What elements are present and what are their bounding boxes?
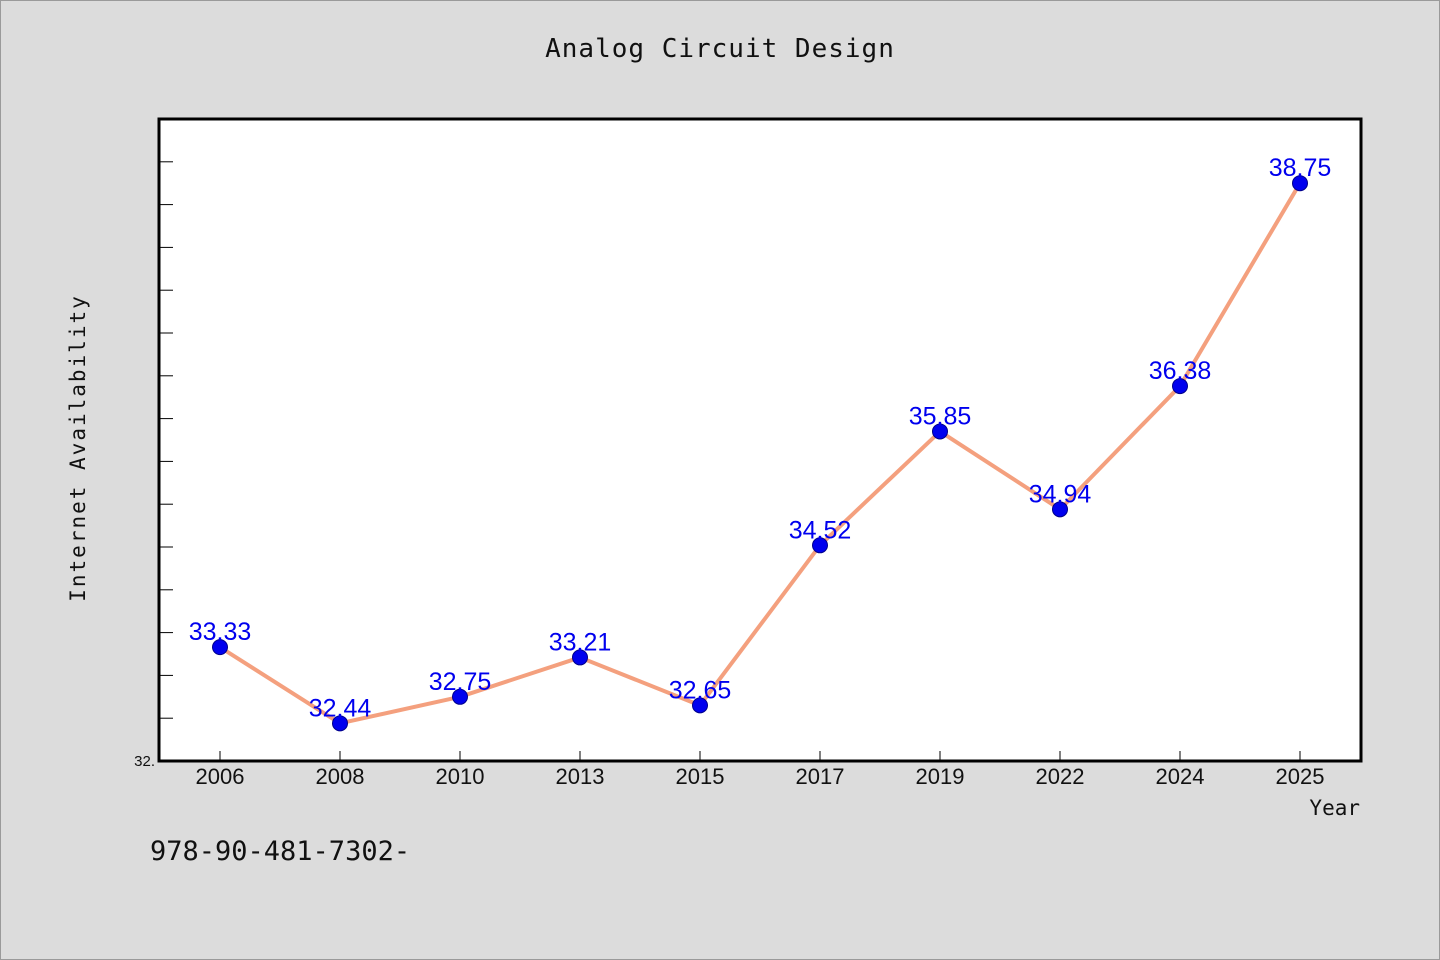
data-label: 33.33 [189, 618, 252, 646]
y-axis-label: Internet Availability [66, 294, 90, 602]
data-point [1172, 378, 1188, 395]
data-point [1292, 175, 1308, 192]
x-tick-label: 2013 [556, 764, 605, 789]
data-label: 32.44 [309, 694, 372, 722]
data-point [692, 697, 708, 714]
data-point [812, 537, 828, 554]
series-line [218, 182, 1302, 726]
x-tick-label: 2024 [1156, 764, 1205, 789]
data-label: 32.75 [429, 668, 492, 696]
y-axis-ticks: 32. [134, 161, 173, 770]
data-point [452, 688, 468, 705]
x-tick-label: 2019 [916, 764, 965, 789]
y-tick-label: 32. [134, 753, 155, 770]
x-tick-label: 2022 [1036, 764, 1085, 789]
data-label: 34.94 [1029, 480, 1092, 508]
series-group [212, 175, 1308, 732]
data-label-group: 33.33 32.44 32.75 33.21 32.65 34.52 35.85 34.94… [189, 154, 1332, 722]
data-label: 38.75 [1269, 154, 1332, 182]
data-point [1052, 501, 1068, 518]
x-axis-ticks: 2006 2008 2010 2013 2015 2017 2019 2022 2024 2025 [196, 751, 1325, 789]
data-label: 32.65 [669, 676, 732, 704]
data-point [332, 715, 348, 732]
x-axis-label: Year [1309, 796, 1360, 820]
data-label: 35.85 [909, 402, 972, 430]
x-tick-label: 2010 [436, 764, 485, 789]
data-point [572, 649, 588, 666]
x-tick-label: 2017 [796, 764, 845, 789]
x-tick-label: 2008 [316, 764, 365, 789]
plot-background [157, 117, 1363, 763]
x-tick-label: 2015 [676, 764, 725, 789]
data-label: 34.52 [789, 516, 852, 544]
chart-title: Analog Circuit Design [545, 34, 895, 64]
data-label: 33.21 [549, 628, 612, 656]
x-tick-label: 2006 [196, 764, 245, 789]
data-point [932, 423, 948, 440]
x-tick-label: 2025 [1276, 764, 1325, 789]
data-point [212, 639, 228, 656]
isbn-text: 978-90-481-7302- [150, 836, 411, 867]
data-label: 36.38 [1149, 357, 1212, 385]
